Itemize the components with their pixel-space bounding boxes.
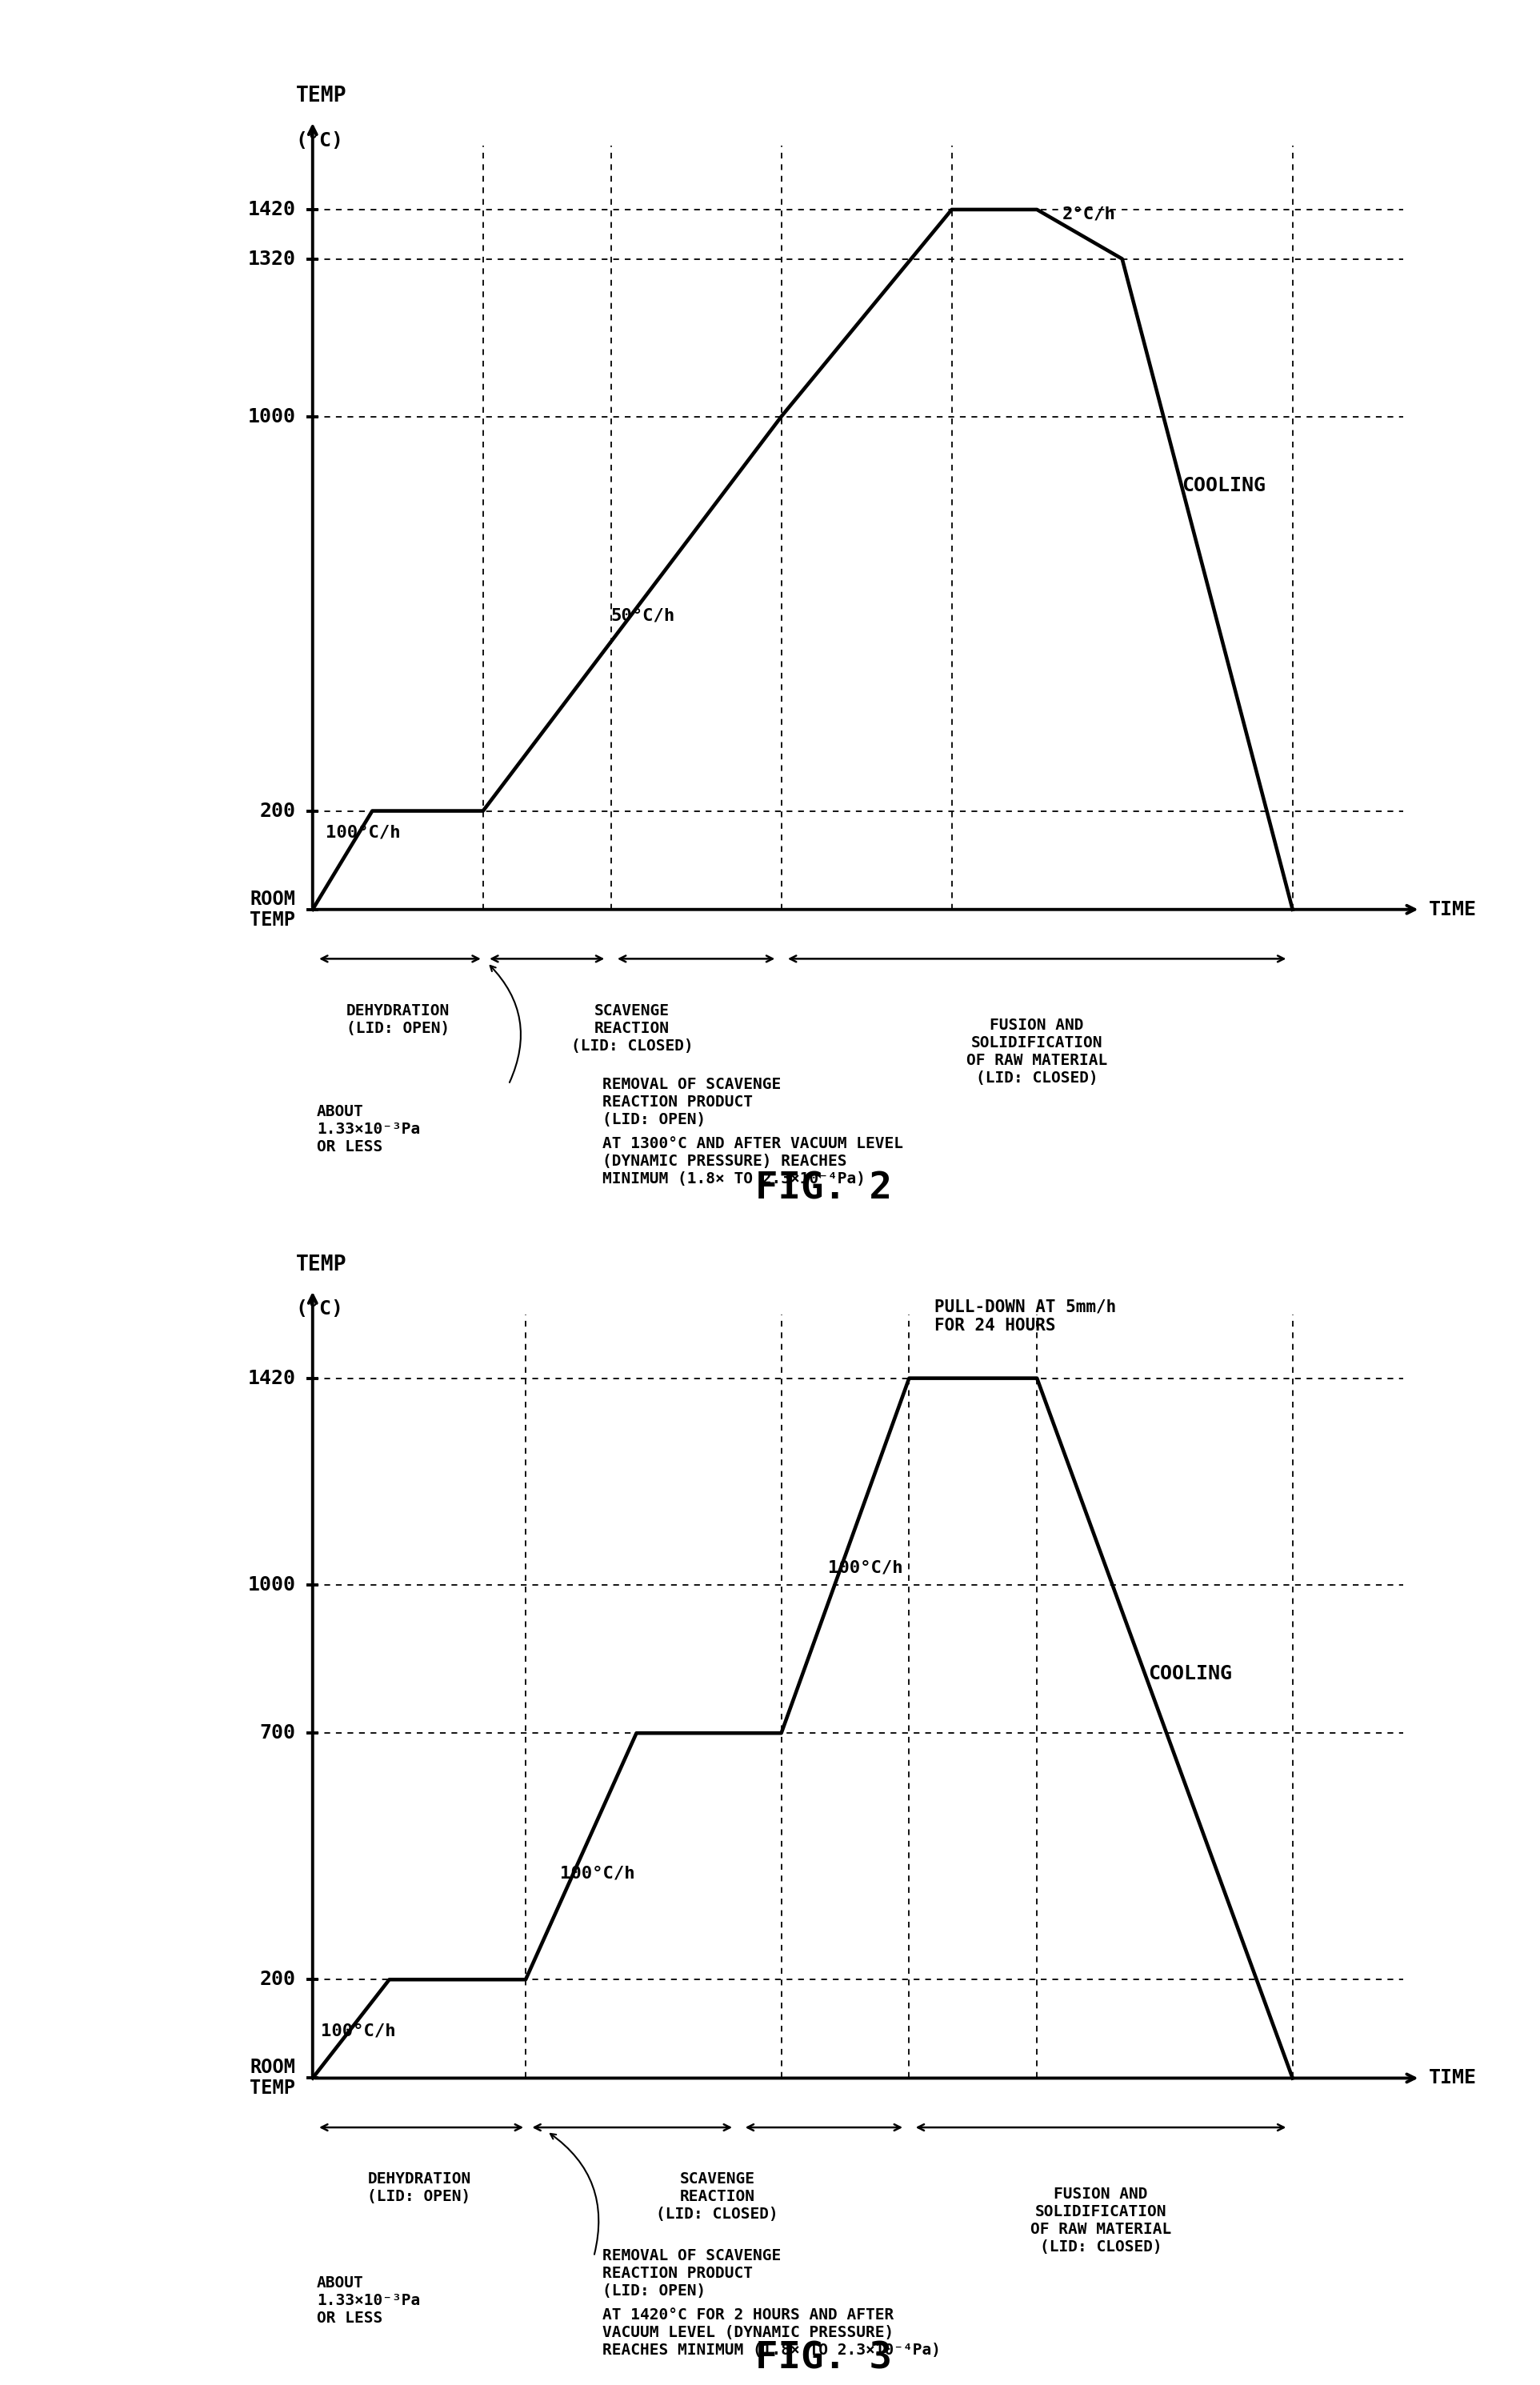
Text: REMOVAL OF SCAVENGE
REACTION PRODUCT
(LID: OPEN): REMOVAL OF SCAVENGE REACTION PRODUCT (LI… xyxy=(602,1078,781,1128)
Text: (°C): (°C) xyxy=(296,131,343,150)
Text: 1420: 1420 xyxy=(248,200,296,219)
Text: ROOM
TEMP: ROOM TEMP xyxy=(249,890,296,930)
Text: TEMP: TEMP xyxy=(296,86,346,107)
Text: ABOUT
1.33×10⁻³Pa
OR LESS: ABOUT 1.33×10⁻³Pa OR LESS xyxy=(317,1104,420,1154)
Text: FIG. 3: FIG. 3 xyxy=(756,2340,892,2375)
Text: 700: 700 xyxy=(260,1724,296,1743)
Text: 100°C/h: 100°C/h xyxy=(559,1865,634,1882)
Text: (°C): (°C) xyxy=(296,1300,343,1319)
Text: TEMP: TEMP xyxy=(296,1255,346,1276)
Text: DEHYDRATION
(LID: OPEN): DEHYDRATION (LID: OPEN) xyxy=(346,1004,450,1035)
Text: FUSION AND
SOLIDIFICATION
OF RAW MATERIAL
(LID: CLOSED): FUSION AND SOLIDIFICATION OF RAW MATERIA… xyxy=(1030,2187,1172,2254)
Text: TIME: TIME xyxy=(1429,899,1477,918)
Text: 1420: 1420 xyxy=(248,1369,296,1388)
Text: AT 1420°C FOR 2 HOURS AND AFTER
VACUUM LEVEL (DYNAMIC PRESSURE)
REACHES MINIMUM : AT 1420°C FOR 2 HOURS AND AFTER VACUUM L… xyxy=(602,2306,941,2359)
Text: 2°C/h: 2°C/h xyxy=(1063,205,1116,222)
Text: SCAVENGE
REACTION
(LID: CLOSED): SCAVENGE REACTION (LID: CLOSED) xyxy=(656,2173,779,2223)
Text: FIG. 2: FIG. 2 xyxy=(756,1171,892,1207)
Text: 100°C/h: 100°C/h xyxy=(325,825,400,840)
Text: ABOUT
1.33×10⁻³Pa
OR LESS: ABOUT 1.33×10⁻³Pa OR LESS xyxy=(317,2275,420,2325)
Text: FUSION AND
SOLIDIFICATION
OF RAW MATERIAL
(LID: CLOSED): FUSION AND SOLIDIFICATION OF RAW MATERIA… xyxy=(967,1018,1107,1085)
Text: 1320: 1320 xyxy=(248,250,296,270)
Text: COOLING: COOLING xyxy=(1181,477,1266,496)
Text: 50°C/h: 50°C/h xyxy=(611,608,675,622)
Text: REMOVAL OF SCAVENGE
REACTION PRODUCT
(LID: OPEN): REMOVAL OF SCAVENGE REACTION PRODUCT (LI… xyxy=(602,2249,781,2299)
Text: 100°C/h: 100°C/h xyxy=(829,1560,902,1576)
Text: 100°C/h: 100°C/h xyxy=(322,2022,396,2039)
Text: COOLING: COOLING xyxy=(1147,1665,1232,1684)
Text: AT 1300°C AND AFTER VACUUM LEVEL
(DYNAMIC PRESSURE) REACHES
MINIMUM (1.8× TO 2.3: AT 1300°C AND AFTER VACUUM LEVEL (DYNAMI… xyxy=(602,1135,902,1188)
FancyArrowPatch shape xyxy=(490,966,521,1083)
Text: 1000: 1000 xyxy=(248,408,296,427)
Text: 200: 200 xyxy=(260,1970,296,1989)
Text: PULL-DOWN AT 5mm/h
FOR 24 HOURS: PULL-DOWN AT 5mm/h FOR 24 HOURS xyxy=(935,1300,1116,1333)
Text: 200: 200 xyxy=(260,801,296,820)
Text: 1000: 1000 xyxy=(248,1576,296,1596)
FancyArrowPatch shape xyxy=(550,2135,599,2254)
Text: DEHYDRATION
(LID: OPEN): DEHYDRATION (LID: OPEN) xyxy=(368,2173,471,2204)
Text: TIME: TIME xyxy=(1429,2068,1477,2087)
Text: ROOM
TEMP: ROOM TEMP xyxy=(249,2058,296,2099)
Text: SCAVENGE
REACTION
(LID: CLOSED): SCAVENGE REACTION (LID: CLOSED) xyxy=(571,1004,693,1054)
